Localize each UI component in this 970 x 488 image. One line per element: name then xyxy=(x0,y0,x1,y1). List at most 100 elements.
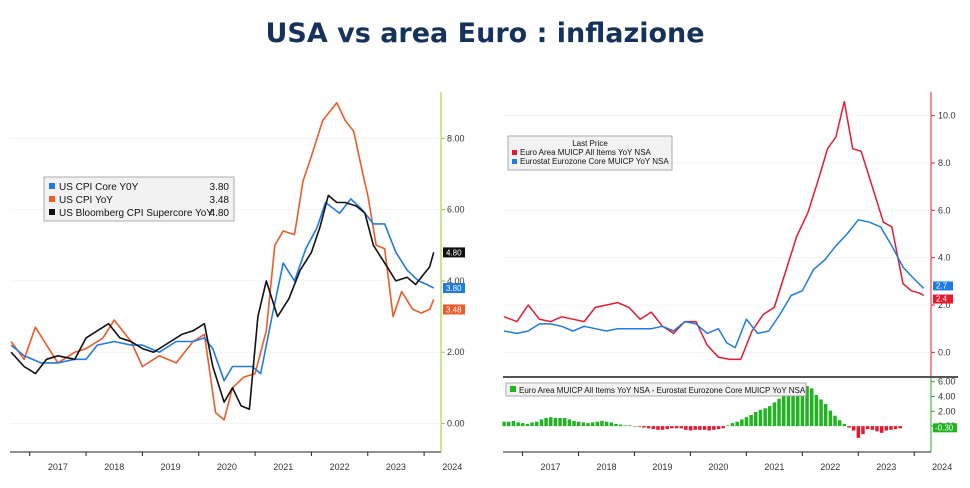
spread-bar xyxy=(567,419,572,427)
us-xtick-label: 2018 xyxy=(104,462,124,472)
euro-ytick-label: 10.0 xyxy=(938,111,956,121)
spread-bar xyxy=(628,425,632,427)
euro-xtick-label: 2018 xyxy=(596,462,616,472)
spread-bar xyxy=(861,426,865,435)
euro-ytick-label: 8.0 xyxy=(938,158,951,168)
spread-bar xyxy=(539,419,544,427)
spread-bar xyxy=(749,415,753,427)
spread-bar xyxy=(735,421,739,427)
euro-last-badge-text-core: 2.7 xyxy=(936,281,948,290)
spread-bar xyxy=(581,422,586,427)
spread-bar xyxy=(600,420,604,427)
us-last-badge-cpi xyxy=(443,304,465,315)
spread-last-badge xyxy=(933,423,957,433)
us-legend-super-value: 4.80 xyxy=(210,208,230,219)
spread-bar xyxy=(507,421,511,427)
spread-bar xyxy=(674,426,679,429)
euro-chart: 10.0 8.0 6.0 4.0 2.0 0.0 2.7 2.4 Last Price Eu… xyxy=(503,92,956,376)
spread-bar xyxy=(521,423,525,427)
spread-bar xyxy=(744,417,749,427)
us-series-super xyxy=(10,194,435,411)
euro-legend-core-label: Eurostat Eurozone Core MUICP YoY NSA xyxy=(520,157,669,166)
spread-bar xyxy=(879,426,884,433)
spread-bar xyxy=(609,422,614,427)
spread-bar xyxy=(721,426,725,429)
spread-bar xyxy=(898,426,902,429)
us-legend-swatch-super xyxy=(49,209,55,215)
spread-bar xyxy=(553,418,558,427)
spread-bar xyxy=(814,395,819,427)
us-ytick-label: 2.00 xyxy=(447,347,465,357)
spread-bar xyxy=(730,423,735,427)
spread-bar xyxy=(856,426,861,438)
spread-bar xyxy=(614,423,618,427)
spread-bar xyxy=(563,418,567,427)
us-xtick-label: 2019 xyxy=(161,462,181,472)
euro-series-hicp xyxy=(503,100,925,361)
euro-ytick-label: 4.0 xyxy=(938,253,951,263)
spread-bar xyxy=(805,386,809,427)
spread-bar xyxy=(688,426,693,431)
spread-bar xyxy=(693,426,697,430)
us-ytick-label: 4.00 xyxy=(447,276,465,286)
spread-bar xyxy=(875,426,879,432)
spread-bar xyxy=(590,422,595,427)
euro-xtick-label: 2023 xyxy=(876,462,896,472)
us-last-badge-super xyxy=(443,247,465,258)
spread-ytick-label: 2.00 xyxy=(938,406,956,416)
spread-bar xyxy=(525,423,530,427)
spread-bar xyxy=(716,426,721,430)
spread-legend: Euro Area MUICP All Items YoY NSA - Euro… xyxy=(505,382,807,397)
spread-bar xyxy=(763,408,767,427)
spread-bar xyxy=(796,392,800,427)
spread-bar xyxy=(889,426,893,430)
us-legend-swatch-cpi xyxy=(49,196,55,202)
euro-xtick-label: 2021 xyxy=(764,462,784,472)
spread-bar xyxy=(782,395,786,427)
spread-bar xyxy=(651,426,655,430)
spread-legend-label: Euro Area MUICP All Items YoY NSA - Euro… xyxy=(519,386,806,395)
spread-bar xyxy=(698,426,702,430)
us-legend: US CPI Core Y0Y 3.80 US CPI YoY 3.48 US … xyxy=(43,176,235,222)
euro-legend-swatch-core xyxy=(512,159,517,164)
spread-bar xyxy=(572,420,576,427)
spread-bar xyxy=(833,415,837,427)
spread-bar xyxy=(884,426,888,431)
euro-last-badge-core xyxy=(933,281,953,291)
spread-legend-box xyxy=(505,382,807,397)
spread-bar xyxy=(516,422,520,427)
spread-bar xyxy=(837,420,842,427)
us-legend-core-label: US CPI Core Y0Y xyxy=(59,182,139,193)
spread-bar xyxy=(623,425,627,427)
us-legend-core-value: 3.80 xyxy=(210,182,230,193)
spread-bar xyxy=(754,412,758,427)
spread-bar xyxy=(637,426,641,427)
spread-bar xyxy=(558,418,562,427)
spread-bar xyxy=(660,426,665,430)
us-series-core xyxy=(10,198,435,382)
us-xtick-label: 2020 xyxy=(217,462,237,472)
spread-bar xyxy=(544,418,548,427)
spread-bar xyxy=(740,419,744,427)
us-xtick-label: 2021 xyxy=(273,462,293,472)
spread-bar xyxy=(800,389,805,427)
euro-xtick-label: 2022 xyxy=(820,462,840,472)
spread-bar xyxy=(819,399,823,427)
spread-bar xyxy=(618,424,623,427)
us-legend-cpi-value: 3.48 xyxy=(210,195,230,206)
spread-bar xyxy=(679,426,683,429)
euro-last-badge-text-hicp: 2.4 xyxy=(936,295,948,304)
spread-bar xyxy=(726,425,730,427)
us-xtick-label: 2024 xyxy=(442,462,462,472)
spread-legend-swatch xyxy=(510,386,516,392)
spread-bar xyxy=(712,426,716,430)
spread-bar xyxy=(665,426,669,430)
spread-bar xyxy=(632,426,637,427)
spread-bar xyxy=(842,423,847,427)
us-last-badge-text-core: 3.80 xyxy=(446,284,462,293)
euro-legend-swatch-hicp xyxy=(512,150,517,155)
us-legend-super-label: US Bloomberg CPI Supercore YoY xyxy=(59,208,213,219)
page-title: USA vs area Euro : inflazione xyxy=(265,18,705,49)
spread-last-badge-text: -0.30 xyxy=(935,423,954,432)
